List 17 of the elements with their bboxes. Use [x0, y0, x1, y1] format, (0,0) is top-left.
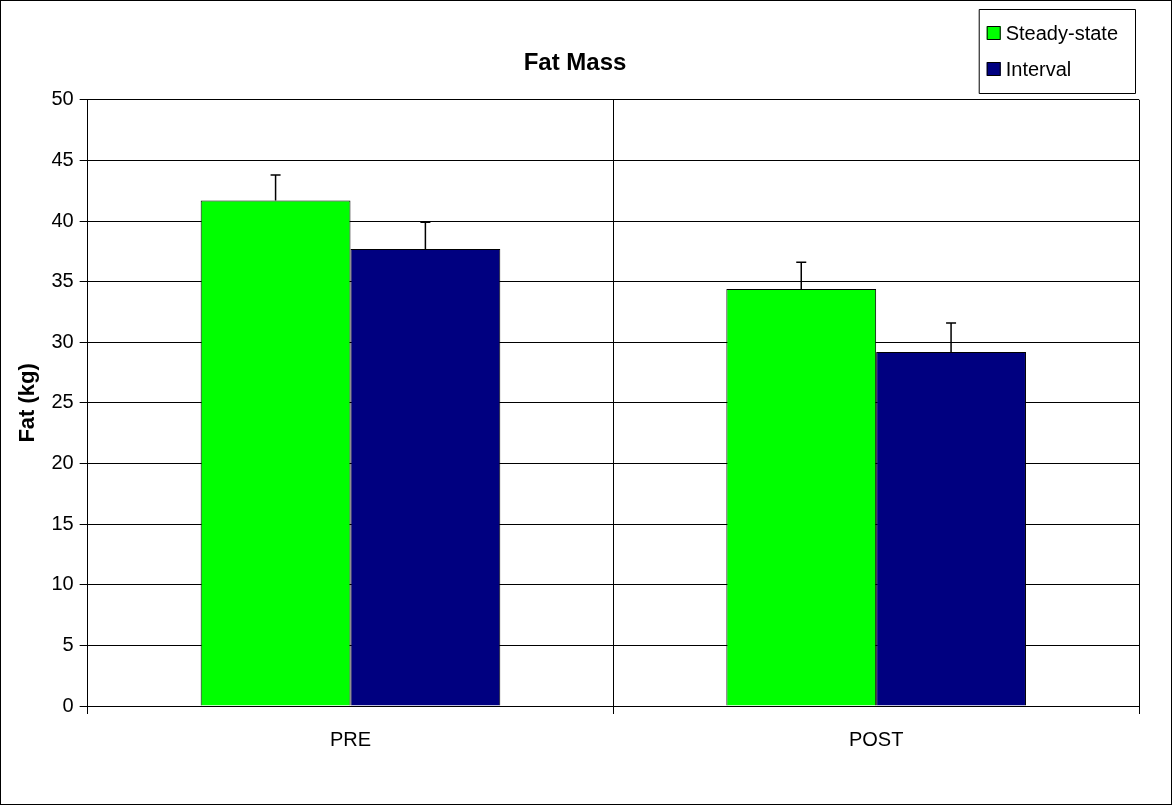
y-tick-label: 45: [51, 147, 74, 170]
y-tick-label: 10: [51, 572, 74, 595]
y-tick-label: 15: [51, 511, 74, 534]
legend-label: Interval: [1005, 57, 1072, 80]
legend-label: Steady-state: [1005, 21, 1119, 44]
chart-title: Fat Mass: [523, 48, 627, 76]
y-axis-title: Fat (kg): [14, 363, 40, 443]
y-tick-label: 0: [62, 693, 74, 716]
y-tick-label: 35: [51, 269, 74, 292]
y-tick-label: 30: [51, 329, 74, 352]
y-tick-label: 50: [51, 87, 74, 110]
x-tick-label: POST: [848, 727, 904, 750]
y-tick-label: 25: [51, 390, 74, 413]
y-tick-label: 40: [51, 208, 74, 231]
y-tick-label: 20: [51, 451, 74, 474]
y-tick-label: 5: [62, 632, 74, 655]
x-tick-label: PRE: [329, 727, 372, 750]
